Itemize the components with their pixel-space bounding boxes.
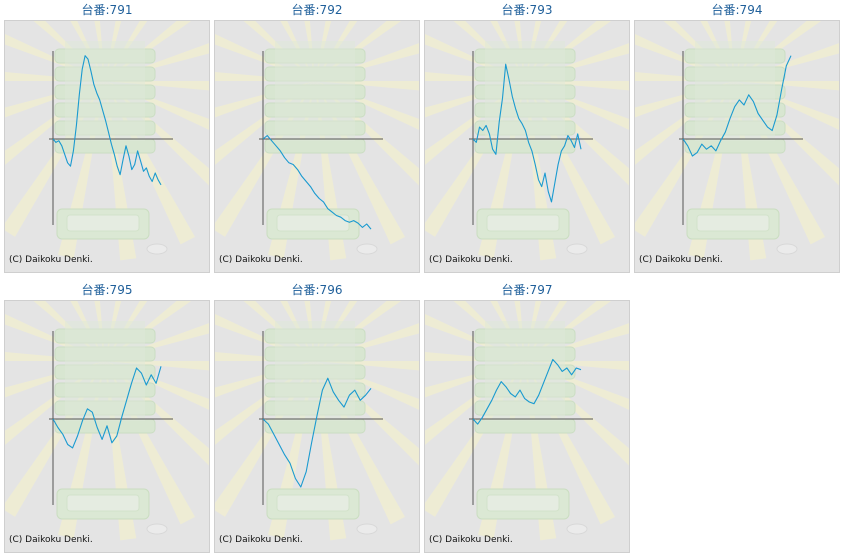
machine-number-title[interactable]: 台番:795	[81, 283, 133, 297]
background-artwork	[215, 21, 419, 261]
copyright-label: (C) Daikoku Denki.	[9, 255, 93, 265]
machine-chart-card: 台番:794 (C) Daikoku Denki.	[634, 0, 840, 273]
background-artwork	[635, 21, 839, 261]
background-artwork	[425, 21, 629, 261]
series-line	[52, 55, 162, 186]
machine-chart-card: 台番:795 (C) Daikoku Denki.	[4, 280, 210, 553]
line-chart	[215, 301, 419, 541]
series-line	[52, 366, 162, 449]
series-line	[262, 135, 372, 230]
copyright-label: (C) Daikoku Denki.	[429, 535, 513, 545]
background-artwork	[215, 301, 419, 541]
chart-frame: (C) Daikoku Denki.	[424, 20, 630, 273]
line-chart	[5, 301, 209, 541]
chart-frame: (C) Daikoku Denki.	[214, 20, 420, 273]
machine-number-title[interactable]: 台番:792	[291, 3, 343, 17]
copyright-label: (C) Daikoku Denki.	[429, 255, 513, 265]
chart-frame: (C) Daikoku Denki.	[214, 300, 420, 553]
machine-chart-card: 台番:792 (C) Daikoku Denki.	[214, 0, 420, 273]
machine-chart-card: 台番:797 (C) Daikoku Denki.	[424, 280, 630, 553]
line-chart	[425, 21, 629, 261]
copyright-label: (C) Daikoku Denki.	[219, 255, 303, 265]
machine-chart-card: 台番:796 (C) Daikoku Denki.	[214, 280, 420, 553]
series-line	[472, 358, 582, 425]
machine-chart-card: 台番:791 (C) Daikoku Denki.	[4, 0, 210, 273]
chart-frame: (C) Daikoku Denki.	[424, 300, 630, 553]
machine-number-title[interactable]: 台番:791	[81, 3, 133, 17]
chart-frame: (C) Daikoku Denki.	[4, 20, 210, 273]
series-line	[682, 55, 792, 157]
background-artwork	[5, 301, 209, 541]
copyright-label: (C) Daikoku Denki.	[639, 255, 723, 265]
line-chart	[5, 21, 209, 261]
background-artwork	[5, 21, 209, 261]
series-line	[262, 377, 372, 488]
machine-chart-card: 台番:793 (C) Daikoku Denki.	[424, 0, 630, 273]
machine-number-title[interactable]: 台番:794	[711, 3, 763, 17]
machine-number-title[interactable]: 台番:796	[291, 283, 343, 297]
chart-frame: (C) Daikoku Denki.	[634, 20, 840, 273]
copyright-label: (C) Daikoku Denki.	[219, 535, 303, 545]
background-artwork	[425, 301, 629, 541]
copyright-label: (C) Daikoku Denki.	[9, 535, 93, 545]
line-chart	[425, 301, 629, 541]
line-chart	[215, 21, 419, 261]
machine-number-title[interactable]: 台番:797	[501, 283, 553, 297]
line-chart	[635, 21, 839, 261]
series-line	[472, 63, 582, 203]
chart-frame: (C) Daikoku Denki.	[4, 300, 210, 553]
machine-number-title[interactable]: 台番:793	[501, 3, 553, 17]
